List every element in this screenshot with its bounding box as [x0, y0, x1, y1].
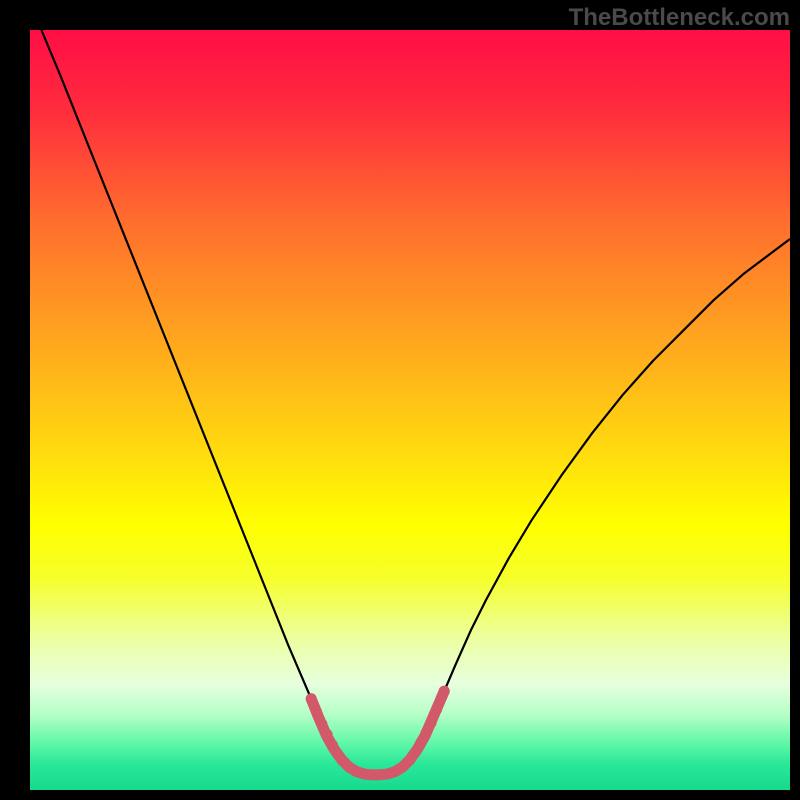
watermark-text: TheBottleneck.com [569, 4, 790, 32]
figure-root: TheBottleneck.com [0, 0, 800, 800]
plot-bg-gradient [30, 30, 790, 790]
plot-svg [0, 0, 800, 800]
